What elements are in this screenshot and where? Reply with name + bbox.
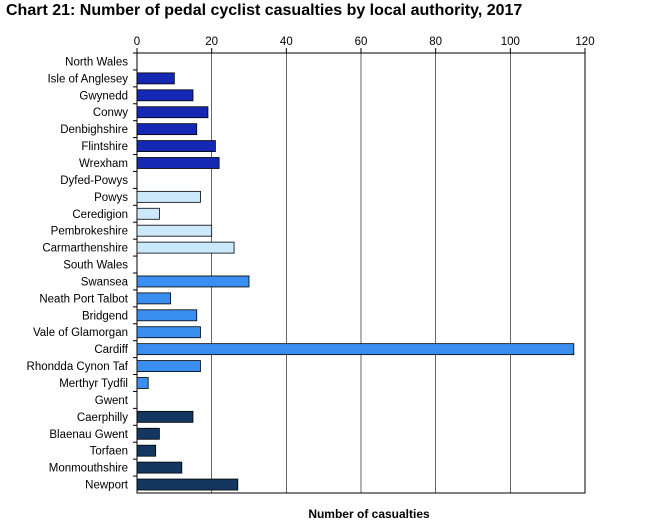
- bar-23: [136, 444, 157, 457]
- category-label-20: Gwent: [95, 395, 129, 407]
- category-label-13: Swansea: [81, 276, 129, 288]
- category-label-17: Cardiff: [94, 344, 128, 356]
- bar-1: [136, 72, 175, 85]
- x-tick-label-3: 60: [355, 36, 368, 48]
- category-label-23: Torfaen: [90, 446, 128, 458]
- category-label-5: Flintshire: [81, 141, 128, 153]
- category-label-16: Vale of Glamorgan: [33, 327, 128, 339]
- category-label-24: Monmouthshire: [49, 463, 128, 475]
- bar-13: [136, 275, 250, 288]
- bar-4: [136, 123, 198, 136]
- bar-8: [136, 190, 201, 203]
- category-label-1: Isle of Anglesey: [47, 73, 128, 85]
- category-label-19: Merthyr Tydfil: [59, 378, 128, 390]
- bar-10: [136, 224, 213, 237]
- bar-9: [136, 207, 160, 220]
- x-tick-label-2: 40: [280, 36, 293, 48]
- x-tick-label-4: 80: [429, 36, 442, 48]
- bar-5: [136, 140, 216, 152]
- category-label-12: South Wales: [63, 260, 128, 272]
- bar-24: [136, 461, 183, 474]
- category-label-11: Carmarthenshire: [42, 243, 128, 255]
- bar-14: [136, 292, 171, 305]
- bar-2: [136, 89, 194, 102]
- bar-17: [136, 343, 575, 356]
- x-tick-label-0: 0: [134, 36, 140, 48]
- category-label-7: Dyfed-Powys: [60, 175, 128, 187]
- category-label-21: Caerphilly: [77, 412, 128, 424]
- bar-18: [136, 360, 201, 372]
- bar-15: [136, 309, 198, 322]
- bar-25: [136, 478, 239, 491]
- category-label-6: Wrexham: [79, 158, 128, 170]
- x-axis-title: Number of casualties: [308, 507, 430, 521]
- bar-22: [136, 427, 160, 440]
- category-label-15: Bridgend: [82, 310, 128, 322]
- bar-3: [136, 106, 209, 119]
- category-label-18: Rhondda Cynon Taf: [27, 361, 129, 373]
- chart-title: Chart 21: Number of pedal cyclist casual…: [6, 2, 523, 19]
- category-label-10: Pembrokeshire: [51, 226, 128, 238]
- x-tick-label-1: 20: [205, 36, 218, 48]
- bar-6: [136, 157, 220, 169]
- bar-11: [136, 241, 235, 254]
- bar-19: [136, 377, 149, 389]
- bar-16: [136, 326, 201, 339]
- category-label-9: Ceredigion: [72, 209, 128, 221]
- category-label-8: Powys: [94, 192, 128, 204]
- category-label-2: Gwynedd: [79, 90, 128, 102]
- category-label-4: Denbighshire: [60, 124, 128, 136]
- bar-21: [136, 410, 194, 423]
- category-label-14: Neath Port Talbot: [39, 293, 128, 305]
- x-tick-label-6: 120: [575, 36, 594, 48]
- category-label-25: Newport: [85, 480, 129, 492]
- category-label-3: Conwy: [93, 107, 128, 119]
- x-tick-label-5: 100: [501, 36, 520, 48]
- category-label-0: North Wales: [65, 56, 128, 68]
- category-label-22: Blaenau Gwent: [49, 429, 128, 441]
